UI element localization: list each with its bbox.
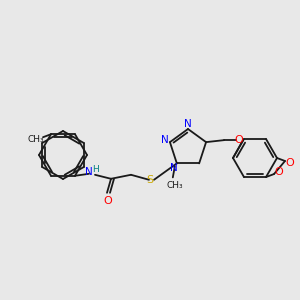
- Text: N: N: [170, 164, 178, 173]
- Text: CH₃: CH₃: [167, 181, 183, 190]
- Text: O: O: [274, 167, 284, 177]
- Text: O: O: [235, 135, 243, 145]
- Text: H: H: [92, 165, 99, 174]
- Text: S: S: [146, 175, 154, 185]
- Text: O: O: [103, 196, 112, 206]
- Text: N: N: [85, 167, 93, 177]
- Text: N: N: [161, 135, 169, 145]
- Text: O: O: [286, 158, 294, 168]
- Text: N: N: [184, 119, 192, 129]
- Text: CH₃: CH₃: [28, 135, 44, 144]
